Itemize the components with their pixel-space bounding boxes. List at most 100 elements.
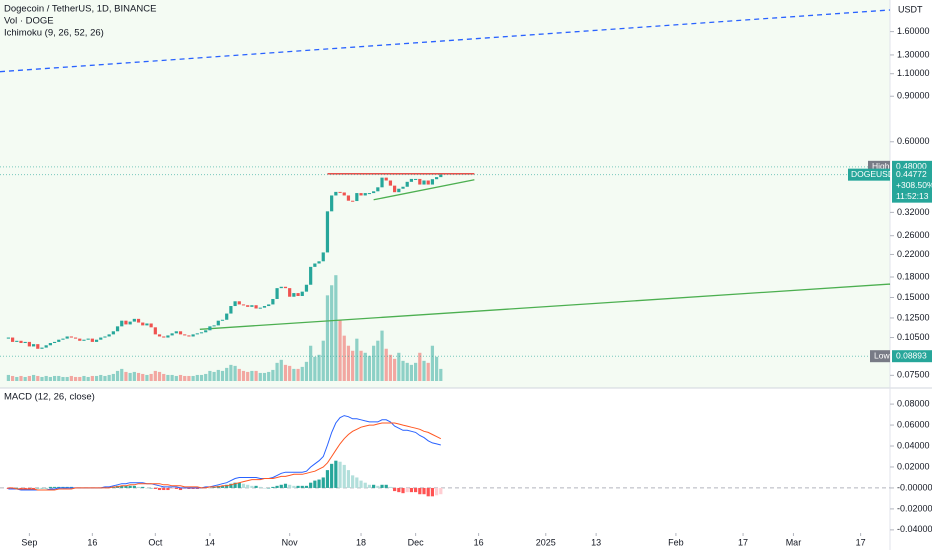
candle-body	[136, 318, 141, 323]
volume-bar	[414, 362, 418, 381]
volume-bar	[279, 359, 283, 381]
candle-body	[325, 211, 330, 253]
currency-label: USDT	[898, 4, 923, 14]
candle-body	[27, 341, 31, 347]
histogram-bar	[241, 483, 246, 488]
volume-bar	[233, 365, 237, 381]
candle-body	[191, 334, 195, 337]
volume-bar	[40, 376, 44, 381]
x-tick-label: 18	[356, 537, 366, 547]
y-tick-label: 0.06000	[897, 419, 930, 429]
volume-bar	[401, 360, 405, 381]
y-tick-label: 0.04000	[897, 440, 930, 450]
candle-body	[384, 177, 388, 181]
candle-body	[128, 321, 132, 325]
histogram-bar	[254, 485, 258, 488]
volume-bar	[346, 345, 351, 381]
histogram-bar	[27, 487, 31, 489]
volume-bar	[27, 375, 31, 381]
volume-bar	[309, 345, 313, 381]
histogram-bar	[380, 484, 384, 488]
candle-body	[229, 306, 233, 314]
volume-bar	[283, 364, 288, 381]
volume-bar	[372, 345, 376, 381]
histogram-bar	[300, 485, 304, 488]
candle-body	[271, 298, 275, 305]
candle-body	[157, 334, 162, 337]
histogram-bar	[19, 487, 23, 489]
histogram-bar	[267, 487, 271, 489]
volume-bar	[338, 320, 342, 381]
x-tick-label: 17	[738, 537, 748, 547]
candle-body	[149, 323, 153, 328]
histogram-bar	[435, 487, 439, 496]
last-price: 0.44772	[896, 169, 927, 179]
histogram-bar	[149, 487, 153, 489]
candle-body	[65, 336, 69, 339]
volume-bar	[393, 358, 397, 381]
x-tick-label: 17	[856, 537, 866, 547]
candle-body	[73, 337, 78, 339]
candle-body	[380, 177, 384, 188]
volume-bar	[229, 364, 233, 381]
x-tick-label: Nov	[282, 537, 299, 547]
histogram-bar	[351, 475, 355, 488]
candle-body	[296, 293, 300, 296]
volume-bar	[254, 370, 258, 381]
volume-bar	[430, 345, 435, 381]
histogram-bar	[120, 485, 124, 488]
candle-body	[162, 336, 166, 338]
volume-bar	[78, 376, 82, 381]
histogram-bar	[212, 486, 216, 488]
y-tick-label: 1.60000	[897, 26, 930, 36]
histogram-bar	[355, 477, 359, 488]
histogram-bar	[330, 463, 334, 488]
histogram-bar	[225, 484, 229, 488]
volume-bar	[325, 295, 330, 381]
volume-bar	[153, 370, 157, 381]
candle-body	[57, 339, 61, 342]
volume-bar	[99, 374, 103, 381]
volume-bar	[409, 364, 414, 381]
histogram-bar	[372, 484, 376, 488]
candle-body	[359, 193, 363, 196]
histogram-bar	[220, 485, 225, 488]
histogram-bar	[124, 485, 128, 488]
candle-body	[363, 193, 367, 196]
histogram-bar	[36, 487, 40, 489]
candle-body	[435, 177, 439, 180]
candle-body	[426, 180, 430, 185]
volume-bar	[418, 352, 422, 381]
volume-bar	[384, 348, 388, 381]
volume-bar	[183, 375, 187, 381]
candle-body	[388, 180, 393, 186]
candle-body	[237, 301, 241, 305]
volume-bar	[6, 374, 10, 381]
histogram-bar	[288, 484, 292, 488]
histogram-bar	[258, 486, 262, 488]
candle-body	[141, 322, 145, 326]
histogram-bar	[208, 487, 212, 489]
candle-body	[250, 305, 254, 307]
volume-bar	[355, 338, 359, 381]
candle-body	[414, 178, 418, 180]
volume-bar	[288, 365, 292, 381]
candle-body	[23, 341, 27, 344]
low-tag-label: Low	[874, 350, 890, 360]
volume-bar	[397, 352, 401, 381]
y-tick-label: 0.08000	[897, 398, 930, 408]
volume-bar	[107, 374, 111, 381]
candle-body	[124, 320, 128, 325]
candle-body	[99, 337, 103, 340]
volume-bar	[359, 350, 363, 381]
candle-body	[246, 305, 250, 307]
candle-body	[111, 331, 115, 335]
candle-body	[94, 339, 99, 342]
volume-bar	[52, 375, 57, 381]
candle-body	[376, 187, 380, 192]
volume-bar	[225, 367, 229, 381]
y-tick-label: 0.60000	[897, 136, 930, 146]
histogram-bar	[15, 487, 19, 489]
volume-bar	[267, 371, 271, 381]
volume-bar	[145, 374, 149, 381]
